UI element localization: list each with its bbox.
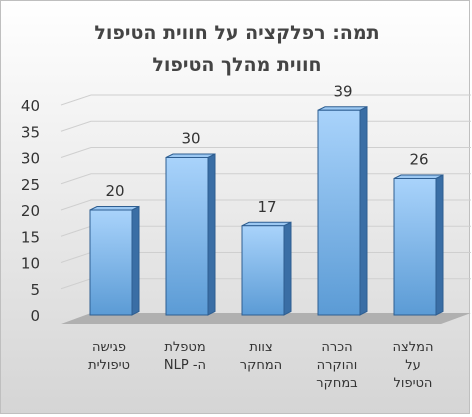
x-tick-label: על — [405, 358, 421, 373]
chart-title: תמה: רפלקציה על חווית הטיפול חווית מהלך … — [94, 22, 379, 76]
bar-side — [435, 174, 444, 316]
chart-title-line-1: תמה: רפלקציה על חווית הטיפול — [94, 22, 379, 44]
bar-top — [165, 153, 216, 158]
y-tick-label: 20 — [21, 202, 40, 220]
x-tick-label: והוקרה — [317, 358, 358, 373]
x-tick-label: מטפלת — [164, 340, 205, 355]
bar-side — [359, 105, 368, 316]
y-axis: 0 5 10 15 20 25 30 35 40 — [21, 97, 40, 325]
chart-title-line-2: חווית מהלך הטיפול — [152, 54, 321, 76]
chart-floor — [61, 313, 471, 324]
gridline — [60, 120, 471, 132]
data-label: 17 — [257, 198, 276, 216]
bar — [393, 174, 444, 316]
x-tick-label: המלצה — [393, 340, 434, 355]
data-label: 39 — [333, 82, 352, 100]
y-tick-label: 10 — [21, 255, 40, 273]
gridline — [60, 94, 471, 106]
x-tick-label: במחקר — [316, 376, 357, 391]
x-tick-label: המחקר — [240, 358, 282, 373]
data-label: 20 — [105, 182, 124, 200]
bar — [89, 205, 140, 316]
bar — [317, 105, 368, 316]
floor-plane — [61, 313, 471, 324]
y-tick-label: 40 — [21, 97, 40, 115]
bar-front — [89, 209, 133, 316]
bar-side — [131, 205, 140, 316]
bar-front — [317, 109, 361, 316]
bar — [165, 153, 216, 316]
y-tick-label: 25 — [21, 176, 40, 194]
bar-front — [393, 178, 437, 316]
bar-top — [317, 106, 368, 111]
bar — [241, 221, 292, 316]
y-tick-label: 5 — [30, 281, 40, 299]
bar-top — [393, 174, 444, 179]
x-tick-label: טיפולית — [88, 358, 130, 373]
x-tick-label: ה- NLP — [164, 358, 206, 373]
bar-front — [241, 225, 285, 316]
bars — [89, 105, 444, 316]
data-label: 26 — [409, 151, 428, 169]
bar-top — [241, 221, 292, 227]
x-tick-label: צוות — [249, 340, 272, 355]
y-tick-label: 35 — [21, 123, 40, 141]
x-tick-label: הכרה — [321, 340, 352, 355]
bar-top — [89, 206, 140, 211]
x-tick-label: פגישה — [92, 340, 126, 355]
y-tick-label: 0 — [30, 307, 40, 325]
y-tick-label: 15 — [21, 228, 40, 246]
x-axis: פגישה טיפולית מטפלת ה- NLP צוות המחקר הכרה והוק… — [88, 340, 433, 391]
bar-side — [283, 221, 292, 316]
y-tick-label: 30 — [21, 150, 40, 168]
data-labels: 20 30 17 39 26 — [105, 82, 428, 216]
data-label: 30 — [181, 130, 200, 148]
x-tick-label: הטיפול — [394, 376, 433, 391]
bar-front — [165, 157, 209, 316]
bar-side — [207, 153, 216, 316]
